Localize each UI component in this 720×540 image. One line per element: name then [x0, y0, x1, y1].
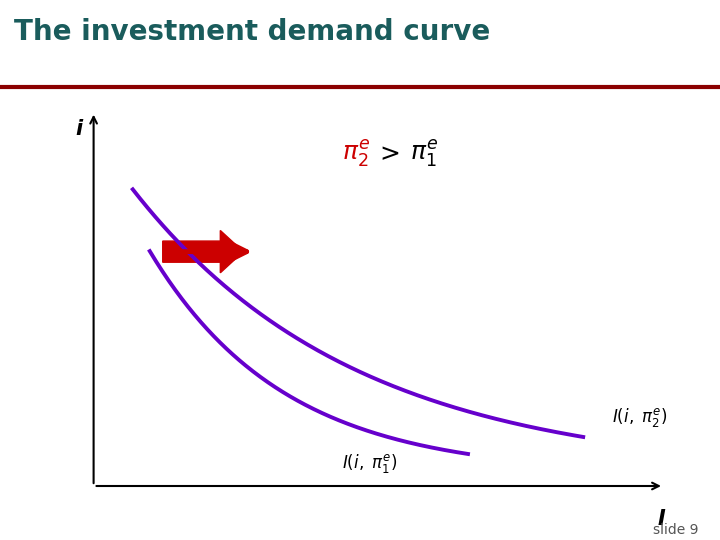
Text: slide 9: slide 9	[653, 523, 698, 537]
Text: $\pi^e_2$: $\pi^e_2$	[342, 138, 370, 169]
Text: $>$: $>$	[375, 141, 400, 165]
Text: $I(i,\ \pi^e_1)$: $I(i,\ \pi^e_1)$	[342, 452, 398, 475]
Text: I: I	[657, 509, 665, 529]
Text: $\pi^e_1$: $\pi^e_1$	[410, 138, 438, 169]
Text: $I(i,\ \pi^e_2)$: $I(i,\ \pi^e_2)$	[612, 407, 667, 429]
FancyArrow shape	[163, 231, 243, 273]
Text: i: i	[76, 119, 83, 139]
Text: The investment demand curve: The investment demand curve	[14, 18, 490, 46]
